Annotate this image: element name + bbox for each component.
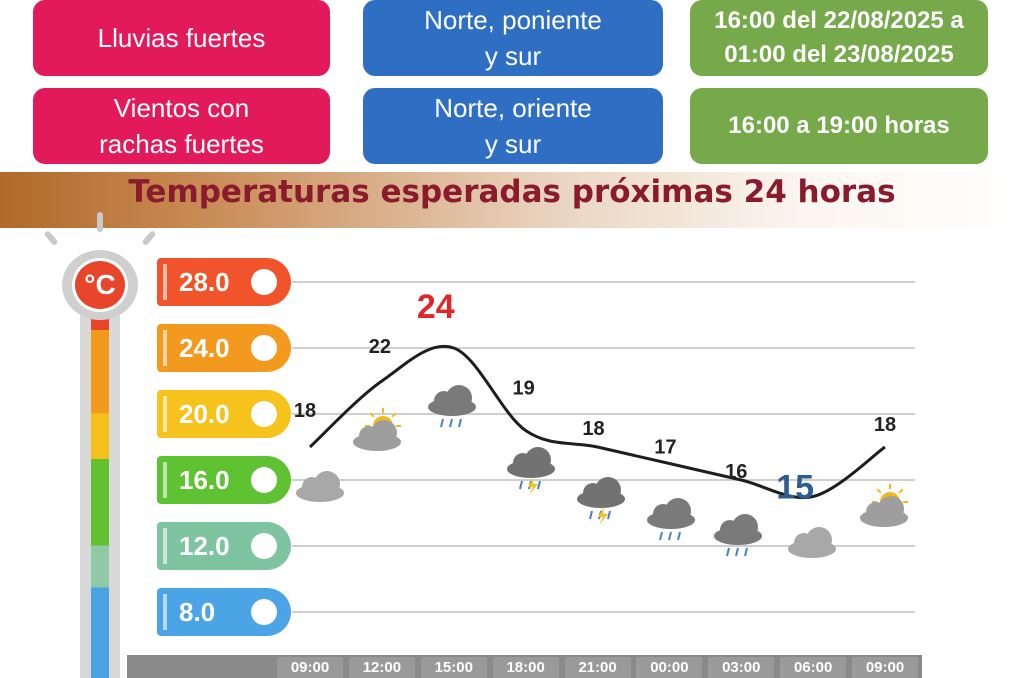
value-label: 18 <box>582 418 604 440</box>
lightning-bolt <box>528 477 538 495</box>
rain-cloud-icon <box>714 514 762 557</box>
rain-drop <box>440 418 444 428</box>
cloudy-icon <box>788 527 836 558</box>
value-label: 18 <box>294 400 316 422</box>
chart-title: Temperaturas esperadas próximas 24 horas <box>128 174 896 210</box>
y-tick-stripe <box>163 264 167 300</box>
lightning-bolt <box>598 507 608 525</box>
y-tick-text: 16.0 <box>179 464 230 495</box>
rain-drop <box>589 510 593 520</box>
rain-drop <box>677 531 681 541</box>
y-tick-text: 8.0 <box>179 596 216 627</box>
y-tick-dot <box>251 533 277 559</box>
value-label: 22 <box>369 336 391 358</box>
min-value-label: 15 <box>776 469 814 507</box>
y-tick-label: 12.0 <box>157 522 291 570</box>
y-tick-label: 24.0 <box>157 324 291 372</box>
y-tick-stripe <box>163 528 167 564</box>
cloudy-icon <box>296 471 344 502</box>
cloud-puff <box>878 496 904 522</box>
rain-cloud-icon <box>428 385 476 428</box>
cloud-puff <box>595 477 621 503</box>
cloud-puff <box>806 527 832 553</box>
y-tick-stripe <box>163 462 167 498</box>
x-tick-label: 18:00 <box>492 657 559 678</box>
y-tick-dot <box>251 335 277 361</box>
rain-drop <box>458 418 462 428</box>
rain-drop <box>519 480 523 490</box>
rain-drop <box>659 531 663 541</box>
alert-period-rain: 16:00 del 22/08/2025 a 01:00 del 23/08/2… <box>690 0 988 76</box>
sun-ray <box>898 488 904 494</box>
cloud-puff <box>525 447 551 473</box>
x-tick-label: 21:00 <box>564 657 631 678</box>
y-tick-stripe <box>163 396 167 432</box>
alert-zones-rain: Norte, poniente y sur <box>363 0 663 76</box>
alert-zones-wind: Norte, oriente y sur <box>363 88 663 164</box>
rain-drop <box>726 547 730 557</box>
sun-ray <box>391 412 397 418</box>
cloud-puff <box>314 471 340 497</box>
thermometer-ray-center <box>97 212 103 232</box>
rain-cloud-icon <box>647 498 695 541</box>
storm-cloud-icon <box>577 477 625 525</box>
thermometer-unit: °C <box>72 258 128 312</box>
max-value-label: 24 <box>417 288 455 326</box>
x-tick-label: 03:00 <box>708 657 775 678</box>
value-label: 19 <box>513 378 535 400</box>
y-tick-label: 16.0 <box>157 456 291 504</box>
y-tick-dot <box>251 467 277 493</box>
rain-drop <box>735 547 739 557</box>
y-tick-label: 28.0 <box>157 258 291 306</box>
rain-drop <box>668 531 672 541</box>
y-tick-label: 20.0 <box>157 390 291 438</box>
cloud-puff <box>665 498 691 524</box>
rain-drop <box>537 480 541 490</box>
x-tick-label: 09:00 <box>277 657 343 678</box>
temperature-line <box>308 344 886 500</box>
cloud-puff <box>732 514 758 540</box>
thermometer-scale <box>91 300 109 678</box>
storm-cloud-icon <box>507 447 555 495</box>
y-tick-dot <box>251 599 277 625</box>
x-tick-label: 00:00 <box>636 657 703 678</box>
y-tick-text: 12.0 <box>179 530 230 561</box>
y-tick-stripe <box>163 330 167 366</box>
alert-phenomenon-wind: Vientos con rachas fuertes <box>33 88 330 164</box>
cloud-puff <box>371 420 397 446</box>
y-tick-text: 20.0 <box>179 398 230 429</box>
sun-ray <box>876 488 882 494</box>
title-banner <box>0 172 1024 228</box>
rain-drop <box>607 510 611 520</box>
x-tick-label: 09:00 <box>852 657 918 678</box>
x-tick-label: 15:00 <box>420 657 487 678</box>
x-tick-label: 12:00 <box>348 657 415 678</box>
sun-ray <box>369 412 375 418</box>
rain-drop <box>449 418 453 428</box>
rain-drop <box>744 547 748 557</box>
y-tick-label: 8.0 <box>157 588 291 636</box>
y-tick-stripe <box>163 594 167 630</box>
x-tick-label: 06:00 <box>780 657 847 678</box>
value-label: 18 <box>874 414 896 436</box>
cloud-puff <box>446 385 472 411</box>
y-tick-text: 28.0 <box>179 266 230 297</box>
partly-sunny-cloud-icon <box>353 408 401 451</box>
y-tick-dot <box>251 269 277 295</box>
alert-phenomenon-rain: Lluvias fuertes <box>33 0 330 76</box>
partly-sunny-cloud-icon <box>860 484 908 527</box>
y-tick-dot <box>251 401 277 427</box>
value-label: 17 <box>654 437 676 459</box>
y-tick-text: 24.0 <box>179 332 230 363</box>
alert-period-wind: 16:00 a 19:00 horas <box>690 88 988 164</box>
value-label: 16 <box>725 461 747 483</box>
